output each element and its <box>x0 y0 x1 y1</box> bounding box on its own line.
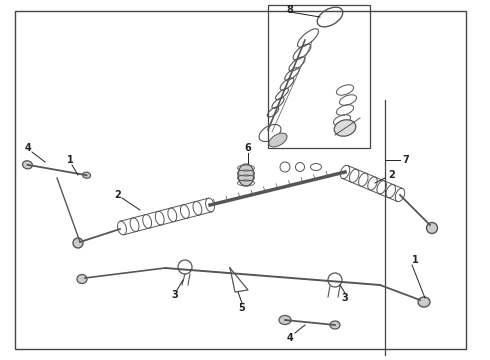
Ellipse shape <box>279 315 291 324</box>
Text: 7: 7 <box>402 155 409 165</box>
Text: 3: 3 <box>342 293 348 303</box>
Text: 3: 3 <box>172 290 178 300</box>
Text: 2: 2 <box>389 170 395 180</box>
Ellipse shape <box>77 274 87 284</box>
Ellipse shape <box>269 133 287 147</box>
Ellipse shape <box>330 321 340 329</box>
Text: 1: 1 <box>412 255 418 265</box>
Ellipse shape <box>334 120 356 136</box>
Ellipse shape <box>426 222 438 234</box>
Text: 8: 8 <box>287 5 294 15</box>
Text: 4: 4 <box>24 143 31 153</box>
Text: 1: 1 <box>67 155 74 165</box>
Text: 2: 2 <box>115 190 122 200</box>
Ellipse shape <box>238 164 254 186</box>
Ellipse shape <box>418 297 430 307</box>
Text: 5: 5 <box>239 303 245 313</box>
Ellipse shape <box>73 238 83 248</box>
Bar <box>268 5 370 148</box>
Ellipse shape <box>83 172 91 178</box>
Text: 6: 6 <box>245 143 251 153</box>
Text: 4: 4 <box>287 333 294 343</box>
Ellipse shape <box>23 161 32 169</box>
